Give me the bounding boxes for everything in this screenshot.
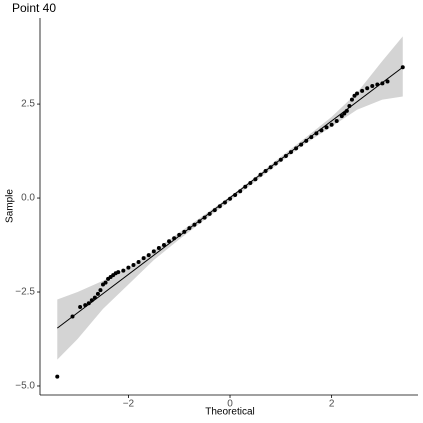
point [202,215,207,220]
point [400,65,405,70]
point [212,208,217,213]
point [314,131,319,136]
point [192,222,197,227]
point [172,236,177,241]
point [233,193,238,198]
point [228,196,233,201]
point [95,291,100,296]
point [299,142,304,147]
point [324,125,329,130]
point [126,265,131,270]
y-tick-label: 2.5 [21,99,35,110]
point [278,157,283,162]
point [248,181,253,186]
point [161,243,166,248]
point [207,211,212,216]
point [187,226,192,231]
x-tick-label: −2 [123,399,135,410]
point [319,128,324,133]
point [294,146,299,151]
point [273,161,278,166]
point [268,165,273,170]
point [83,303,88,308]
point [98,288,103,293]
point [253,177,258,182]
x-tick-label: 0 [227,399,233,410]
point [78,305,83,310]
point [334,118,339,123]
point [309,135,314,140]
point [238,189,243,194]
point [375,82,380,87]
chart-title: Point 40 [12,1,56,15]
point [380,81,385,86]
y-axis-label: Sample [5,189,16,223]
point [103,280,108,285]
point [385,79,390,84]
point [136,259,141,264]
point [86,301,91,306]
point [141,256,146,261]
point [70,314,75,319]
y-tick-label: 0.0 [21,193,35,204]
y-tick-label: −5.0 [15,381,35,392]
point [243,184,248,189]
point [370,84,375,89]
point [156,246,161,251]
point [167,239,172,244]
point [89,298,94,303]
point [329,122,334,127]
point [92,295,97,300]
point [347,103,352,108]
point [55,374,60,379]
point [263,168,268,173]
point [182,229,187,234]
point [151,249,156,254]
point [131,262,136,267]
x-axis-label: Theoretical [205,407,254,418]
point [177,232,182,237]
y-tick-label: −2.5 [15,287,35,298]
point [146,253,151,258]
point [339,114,344,119]
point [355,91,360,96]
point [217,204,222,209]
point [349,97,354,102]
point [116,270,121,275]
point [304,138,309,143]
point [365,86,370,91]
point [197,219,202,224]
point [342,111,347,116]
point [258,172,263,177]
point [344,108,349,113]
point [222,200,227,205]
x-tick-label: 2 [329,399,335,410]
point [121,268,126,273]
point [288,150,293,155]
point [283,153,288,158]
point [360,88,365,93]
